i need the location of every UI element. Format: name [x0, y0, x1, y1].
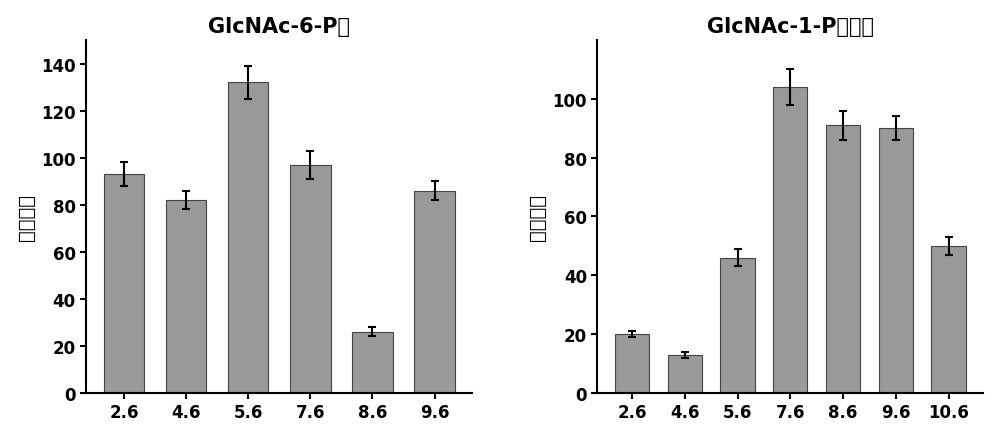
Bar — [352, 332, 393, 393]
Bar — [104, 175, 144, 393]
Bar — [668, 355, 702, 393]
Bar — [720, 258, 755, 393]
Bar — [879, 129, 913, 393]
Bar — [414, 191, 455, 393]
Bar — [773, 88, 807, 393]
Title: GlcNAc-1-P为底物: GlcNAc-1-P为底物 — [707, 17, 874, 37]
Bar — [826, 126, 860, 393]
Y-axis label: 相对酶活: 相对酶活 — [17, 194, 36, 240]
Y-axis label: 相对酶活: 相对酶活 — [528, 194, 547, 240]
Bar — [228, 83, 268, 393]
Bar — [931, 246, 966, 393]
Title: GlcNAc-6-P：: GlcNAc-6-P： — [208, 17, 350, 37]
Bar — [290, 165, 331, 393]
Bar — [166, 201, 206, 393]
Bar — [615, 334, 649, 393]
